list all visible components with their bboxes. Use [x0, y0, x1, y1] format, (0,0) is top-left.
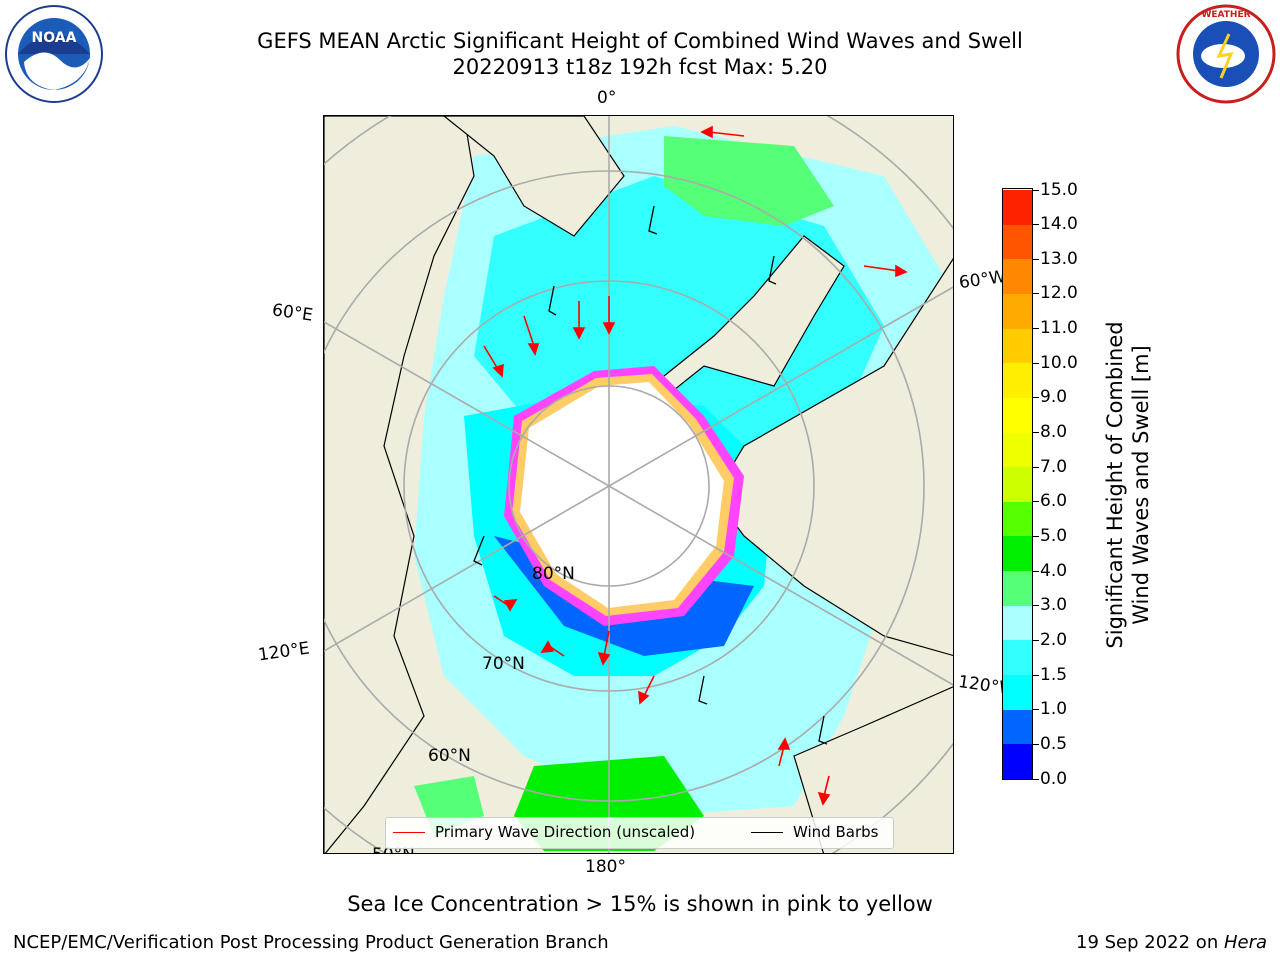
colorbar-tickmark [1033, 432, 1039, 434]
colorbar-tick-label: 6.0 [1040, 491, 1068, 512]
legend-item-wind: Wind Barbs [751, 823, 878, 841]
colorbar-tick-label: 4.0 [1040, 560, 1068, 581]
colorbar-segment [1003, 189, 1032, 225]
colorbar-segment [1003, 674, 1032, 710]
colorbar-tickmark [1033, 743, 1039, 745]
colorbar-segment [1003, 328, 1032, 364]
colorbar-segment [1003, 605, 1032, 641]
colorbar-segment [1003, 258, 1032, 294]
colorbar-tick-label: 3.0 [1040, 595, 1068, 616]
footer-date-text: 19 Sep 2022 on [1076, 932, 1224, 953]
green-swell-north [664, 136, 834, 226]
colorbar-segment [1003, 293, 1032, 329]
footer-host: Hera [1223, 932, 1267, 953]
colorbar-tickmark [1033, 535, 1039, 537]
colorbar-tickmark [1033, 397, 1039, 399]
colorbar-tickmark [1033, 328, 1039, 330]
colorbar-segment [1003, 640, 1032, 676]
colorbar-segment [1003, 432, 1032, 468]
colorbar-tickmark [1033, 189, 1039, 191]
colorbar-tickmark [1033, 258, 1039, 260]
colorbar-segment [1003, 744, 1032, 779]
lon-60w-label: 60°W [957, 266, 1008, 294]
colorbar-label-line2: Wind Waves and Swell [m] [1129, 345, 1153, 625]
noaa-logo: NOAA [5, 5, 103, 103]
colorbar-tick-label: 10.0 [1040, 352, 1078, 373]
colorbar-tickmark [1033, 466, 1039, 468]
sea-ice-note: Sea Ice Concentration > 15% is shown in … [347, 892, 933, 916]
colorbar-segment [1003, 536, 1032, 572]
legend-wave-label: Primary Wave Direction (unscaled) [435, 823, 696, 841]
footer-credit: NCEP/EMC/Verification Post Processing Pr… [13, 932, 609, 953]
lat-50-label: 50°N [372, 845, 415, 854]
colorbar-tick-label: 13.0 [1040, 248, 1078, 269]
colorbar-segment [1003, 224, 1032, 260]
legend-wind-label: Wind Barbs [793, 823, 879, 841]
colorbar-tickmark [1033, 224, 1039, 226]
colorbar-segment [1003, 397, 1032, 433]
footer-date: 19 Sep 2022 on Hera [1076, 932, 1267, 953]
lon-120e-label: 120°E [256, 638, 311, 666]
lon-180-label: 180° [585, 857, 626, 877]
colorbar-tickmark [1033, 605, 1039, 607]
colorbar-segment [1003, 570, 1032, 606]
colorbar-tick-label: 15.0 [1040, 179, 1078, 200]
colorbar-tick-label: 1.0 [1040, 699, 1068, 720]
colorbar-label-line1: Significant Height of Combined [1103, 321, 1127, 649]
colorbar-tick-label: 11.0 [1040, 318, 1078, 339]
colorbar-tick-label: 14.0 [1040, 214, 1078, 235]
colorbar-tickmark [1033, 639, 1039, 641]
colorbar [1002, 188, 1033, 780]
lat-60-label: 60°N [428, 746, 471, 766]
svg-text:NOAA: NOAA [32, 30, 77, 46]
colorbar-segment [1003, 362, 1032, 398]
wind-barbs [473, 205, 828, 745]
colorbar-tick-label: 8.0 [1040, 422, 1068, 443]
colorbar-tick-label: 9.0 [1040, 387, 1068, 408]
colorbar-segment [1003, 466, 1032, 502]
colorbar-tickmark [1033, 674, 1039, 676]
colorbar-tickmark [1033, 293, 1039, 295]
colorbar-tick-label: 2.0 [1040, 629, 1068, 650]
colorbar-segment [1003, 709, 1032, 745]
colorbar-segment [1003, 501, 1032, 537]
colorbar-tickmark [1033, 570, 1039, 572]
colorbar-tickmark [1033, 709, 1039, 711]
colorbar-label: Significant Height of Combined Wind Wave… [1102, 321, 1154, 648]
ice-pack [520, 382, 724, 608]
nws-logo: WEATHER [1176, 4, 1276, 104]
colorbar-tick-label: 5.0 [1040, 525, 1068, 546]
map: 80°N 70°N 60°N 50°N [323, 115, 954, 854]
lon-60e-label: 60°E [270, 300, 315, 326]
lat-70-label: 70°N [482, 654, 525, 674]
colorbar-tick-label: 7.0 [1040, 456, 1068, 477]
chart-title: GEFS MEAN Arctic Significant Height of C… [257, 29, 1023, 53]
legend-wind-swatch [751, 831, 783, 833]
svg-text:WEATHER: WEATHER [1201, 10, 1250, 20]
land-siberia [324, 116, 475, 853]
land-scandinavia [443, 116, 625, 237]
colorbar-tick-label: 0.0 [1040, 768, 1068, 789]
lon-0-label: 0° [597, 88, 617, 108]
colorbar-tick-label: 0.5 [1040, 733, 1068, 754]
colorbar-tick-label: 1.5 [1040, 664, 1068, 685]
legend-wave-swatch [393, 831, 425, 833]
colorbar-tick-label: 12.0 [1040, 283, 1078, 304]
map-legend: Primary Wave Direction (unscaled) Wind B… [385, 817, 894, 849]
map-canvas: 80°N 70°N 60°N 50°N [324, 116, 953, 854]
wave-arrows [483, 125, 908, 806]
chart-subtitle: 20220913 t18z 192h fcst Max: 5.20 [452, 55, 828, 79]
ocean-light-band [474, 176, 884, 446]
colorbar-tickmark [1033, 362, 1039, 364]
land-greenland [652, 235, 845, 408]
colorbar-tickmark [1033, 501, 1039, 503]
colorbar-tickmark [1033, 778, 1039, 780]
lat-80-label: 80°N [532, 564, 575, 584]
legend-item-wave: Primary Wave Direction (unscaled) [393, 823, 695, 841]
